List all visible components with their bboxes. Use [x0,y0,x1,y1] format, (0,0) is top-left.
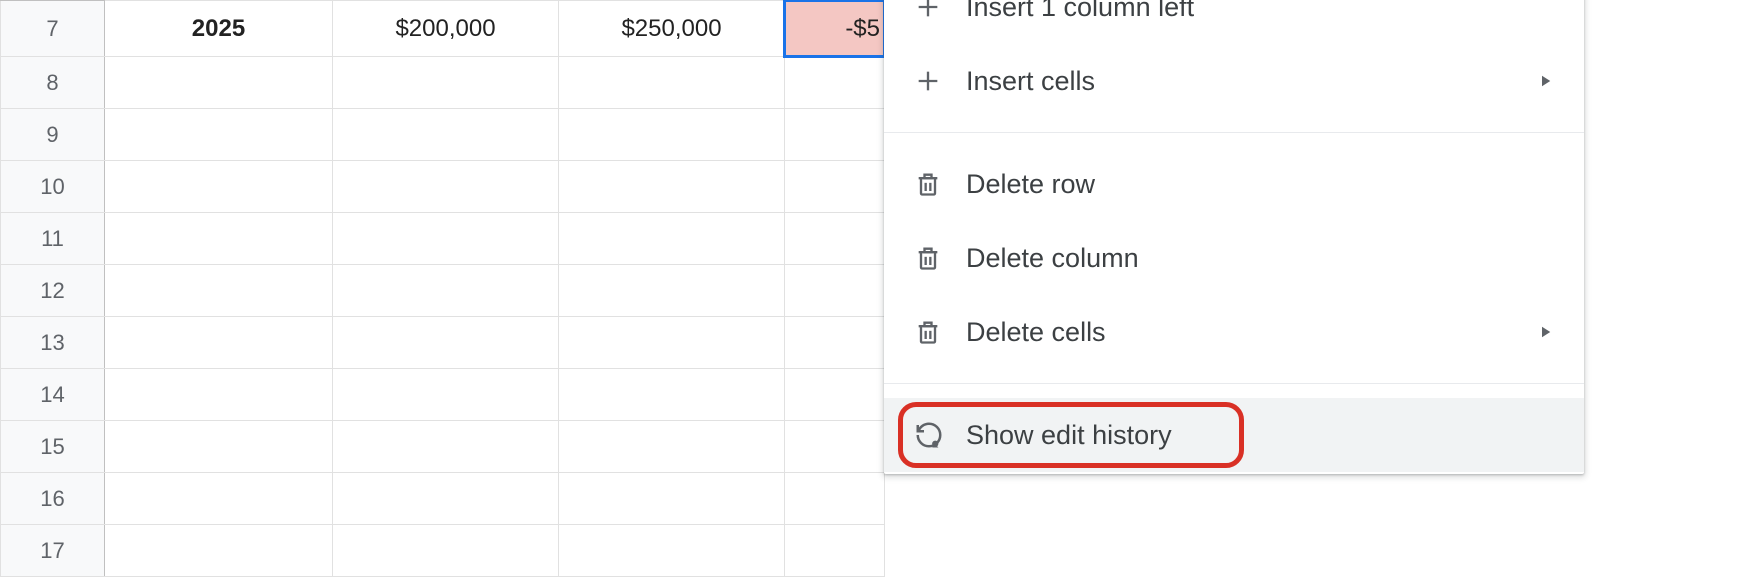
cell[interactable] [333,109,559,161]
cell[interactable] [105,473,333,525]
cell[interactable] [785,421,885,473]
table-row[interactable]: 10 [1,161,885,213]
menu-item-label: Delete cells [966,317,1536,348]
menu-item-delete-column[interactable]: Delete column [884,221,1584,295]
cell[interactable] [785,161,885,213]
cell[interactable] [333,421,559,473]
menu-item-label: Delete row [966,169,1554,200]
table-row[interactable]: 9 [1,109,885,161]
menu-item-show-edit-history[interactable]: Show edit history [884,398,1584,472]
cell[interactable] [105,213,333,265]
table-row[interactable]: 17 [1,525,885,577]
chevron-right-icon [1536,72,1554,90]
cell[interactable] [785,57,885,109]
cell[interactable] [559,213,785,265]
cell[interactable] [333,161,559,213]
trash-icon [914,318,966,346]
cell[interactable] [105,109,333,161]
menu-item-insert-cells[interactable]: Insert cells [884,44,1584,118]
history-icon [914,420,966,450]
cell[interactable] [785,473,885,525]
cell[interactable] [333,473,559,525]
spreadsheet-grid[interactable]: 7 2025 $200,000 $250,000 -$5 8 9 [0,0,885,577]
row-header[interactable]: 9 [1,109,105,161]
menu-item-delete-row[interactable]: Delete row [884,147,1584,221]
cell[interactable] [333,525,559,577]
cell[interactable]: 2025 [105,1,333,57]
menu-item-label: Delete column [966,243,1554,274]
cell-value: -$5 [785,1,884,56]
table-row[interactable]: 15 [1,421,885,473]
table-row[interactable]: 14 [1,369,885,421]
row-header[interactable]: 16 [1,473,105,525]
menu-separator [884,383,1584,384]
trash-icon [914,170,966,198]
selected-cell[interactable]: -$5 [785,1,885,57]
cell[interactable] [105,161,333,213]
cell[interactable] [333,317,559,369]
cell[interactable] [105,317,333,369]
table-row[interactable]: 8 [1,57,885,109]
cell[interactable] [559,317,785,369]
cell[interactable] [333,57,559,109]
menu-item-delete-cells[interactable]: Delete cells [884,295,1584,369]
row-header[interactable]: 8 [1,57,105,109]
cell[interactable] [559,161,785,213]
menu-item-label: Insert 1 column left [966,0,1554,23]
cell[interactable] [785,317,885,369]
menu-separator [884,132,1584,133]
table-row[interactable]: 13 [1,317,885,369]
cell[interactable] [559,421,785,473]
row-header[interactable]: 15 [1,421,105,473]
trash-icon [914,244,966,272]
row-header[interactable]: 14 [1,369,105,421]
cell[interactable] [559,109,785,161]
menu-item-insert-column-left[interactable]: Insert 1 column left [884,0,1584,44]
table-row[interactable]: 12 [1,265,885,317]
cell[interactable] [559,265,785,317]
cell[interactable] [105,421,333,473]
cell[interactable] [785,369,885,421]
plus-icon [914,67,966,95]
context-menu: Insert 1 column left Insert cells Delete… [884,0,1584,474]
menu-item-label: Show edit history [966,420,1554,451]
cell[interactable] [559,525,785,577]
cell[interactable] [785,525,885,577]
chevron-right-icon [1536,323,1554,341]
row-header[interactable]: 13 [1,317,105,369]
cell[interactable] [333,213,559,265]
cell[interactable] [333,369,559,421]
menu-item-label: Insert cells [966,66,1536,97]
cell[interactable] [559,57,785,109]
cell[interactable] [785,213,885,265]
cell[interactable] [559,473,785,525]
cell[interactable] [785,109,885,161]
cell[interactable] [105,265,333,317]
row-header[interactable]: 11 [1,213,105,265]
table-row[interactable]: 7 2025 $200,000 $250,000 -$5 [1,1,885,57]
cell[interactable] [559,369,785,421]
plus-icon [914,0,966,21]
cell[interactable] [785,265,885,317]
cell[interactable] [105,525,333,577]
row-header[interactable]: 10 [1,161,105,213]
row-header[interactable]: 17 [1,525,105,577]
cell[interactable] [105,369,333,421]
table-row[interactable]: 11 [1,213,885,265]
row-header[interactable]: 12 [1,265,105,317]
cell[interactable]: $200,000 [333,1,559,57]
cell[interactable] [105,57,333,109]
row-header[interactable]: 7 [1,1,105,57]
cell[interactable] [333,265,559,317]
table-row[interactable]: 16 [1,473,885,525]
cell[interactable]: $250,000 [559,1,785,57]
